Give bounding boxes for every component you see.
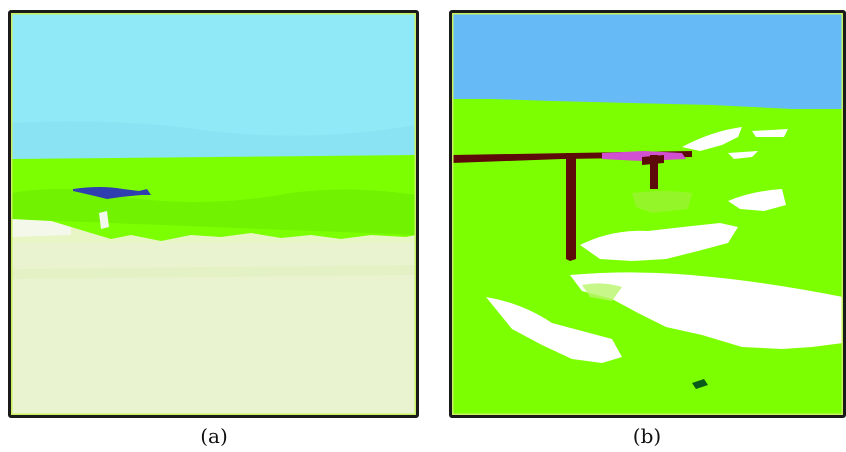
snow-patch-5 xyxy=(580,223,738,261)
frame-edge xyxy=(11,13,416,415)
snow-patch-1 xyxy=(682,127,742,151)
dark-green-object xyxy=(692,379,708,389)
snow-patch-7 xyxy=(486,297,622,363)
grass-shade-2 xyxy=(582,283,622,301)
field-patch-small xyxy=(99,211,109,229)
snow-patch-2 xyxy=(752,129,788,137)
segmentation-image-b xyxy=(452,13,843,415)
field-stripe xyxy=(11,265,416,279)
snow-patch-4 xyxy=(728,189,786,211)
snow-patch-6 xyxy=(570,272,843,349)
grass-shade-1 xyxy=(632,191,692,213)
pole-2-cap xyxy=(642,155,664,165)
power-pole-1 xyxy=(566,153,576,261)
bird-region xyxy=(73,187,151,199)
magenta-segment xyxy=(602,151,686,161)
caption-b: (b) xyxy=(632,424,662,448)
caption-a: (a) xyxy=(200,424,228,448)
sky-region-b xyxy=(452,13,843,109)
segmentation-panel-a xyxy=(8,10,419,418)
field-patch xyxy=(11,219,71,237)
snow-patch-3 xyxy=(728,151,758,159)
segmentation-image-a xyxy=(11,13,416,415)
segmentation-panel-b xyxy=(449,10,846,418)
sky-haze xyxy=(11,121,416,159)
forest-shade xyxy=(11,189,416,235)
frame-edge-b xyxy=(452,13,843,415)
